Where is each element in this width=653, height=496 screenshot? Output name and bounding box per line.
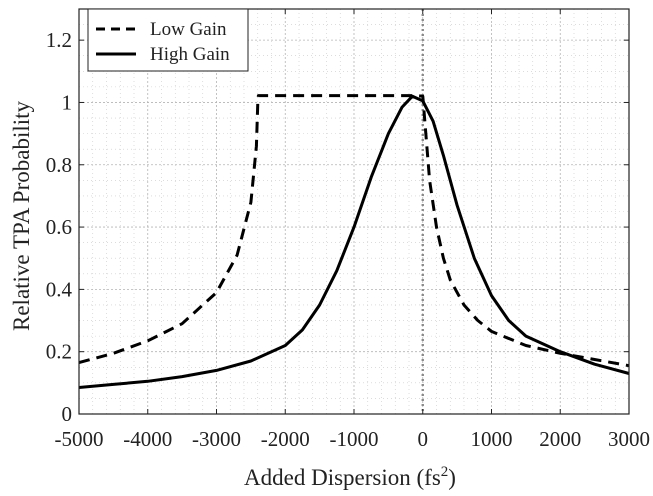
x-tick-label: 1000 (471, 427, 513, 451)
legend: Low Gain High Gain (87, 8, 249, 72)
x-tick-label: -5000 (55, 427, 104, 451)
x-axis-ticks: -5000 -4000 -3000 -2000 -1000 0 1000 2000 3000 (55, 9, 650, 451)
series-line-high-gain (78, 94, 630, 389)
legend-label-high-gain: High Gain (150, 44, 230, 65)
x-tick-label: -4000 (123, 427, 172, 451)
y-tick-label: 0 (62, 402, 73, 426)
x-tick-label: -3000 (192, 427, 241, 451)
y-tick-label: 0.8 (46, 153, 72, 177)
y-tick-label: 0.4 (46, 277, 73, 301)
y-axis-label: Relative TPA Probability (9, 100, 34, 331)
y-tick-label: 1 (62, 90, 73, 114)
x-tick-label: 0 (418, 427, 429, 451)
y-tick-label: 0.6 (46, 215, 72, 239)
y-tick-label: 0.2 (46, 340, 72, 364)
series-line-low-gain (78, 94, 630, 368)
x-tick-label: 3000 (608, 427, 650, 451)
x-axis-label: Added Dispersion (fs2) (244, 464, 456, 490)
legend-label-low-gain: Low Gain (150, 19, 227, 40)
x-tick-label: -1000 (330, 427, 379, 451)
y-axis-ticks: 0 0.2 0.4 0.6 0.8 1 1.2 (46, 28, 629, 426)
x-tick-label: -2000 (261, 427, 310, 451)
x-tick-label: 2000 (539, 427, 581, 451)
legend-box (87, 8, 249, 72)
y-tick-label: 1.2 (46, 28, 72, 52)
series-lines (78, 94, 630, 389)
